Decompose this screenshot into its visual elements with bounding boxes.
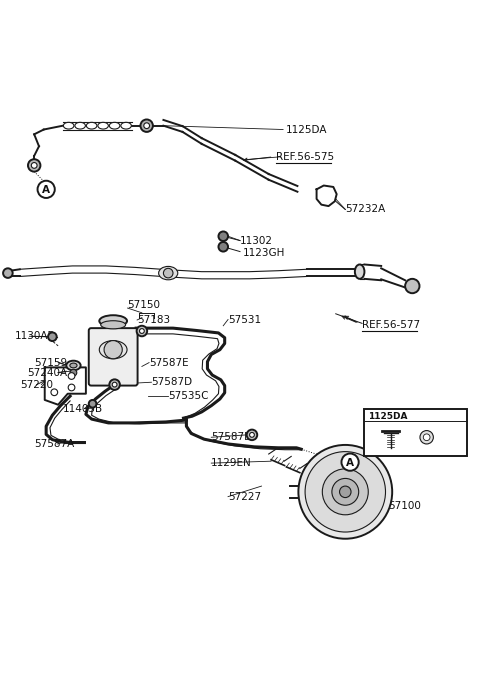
Circle shape bbox=[341, 453, 359, 471]
Ellipse shape bbox=[121, 123, 132, 129]
Circle shape bbox=[109, 379, 120, 390]
Circle shape bbox=[68, 384, 75, 391]
Text: 1125DA: 1125DA bbox=[368, 412, 408, 421]
Ellipse shape bbox=[99, 340, 127, 359]
Circle shape bbox=[299, 445, 392, 538]
Text: 57587E: 57587E bbox=[149, 358, 189, 368]
Ellipse shape bbox=[109, 123, 120, 129]
Text: 57100: 57100 bbox=[388, 501, 421, 511]
Circle shape bbox=[28, 159, 40, 172]
Text: 57587D: 57587D bbox=[152, 377, 192, 387]
Circle shape bbox=[144, 123, 150, 129]
Text: 57159: 57159 bbox=[34, 358, 67, 368]
Circle shape bbox=[141, 119, 153, 132]
Text: 57587E: 57587E bbox=[211, 432, 251, 443]
Ellipse shape bbox=[99, 315, 127, 327]
Ellipse shape bbox=[158, 266, 178, 279]
Text: 57220: 57220 bbox=[20, 379, 53, 390]
Ellipse shape bbox=[101, 321, 126, 329]
Circle shape bbox=[218, 232, 228, 241]
Circle shape bbox=[37, 181, 55, 198]
Circle shape bbox=[420, 431, 433, 444]
Text: REF.56-575: REF.56-575 bbox=[276, 152, 334, 162]
Circle shape bbox=[423, 434, 430, 440]
Ellipse shape bbox=[66, 361, 81, 371]
FancyBboxPatch shape bbox=[89, 328, 138, 386]
Circle shape bbox=[250, 432, 254, 437]
Circle shape bbox=[140, 329, 144, 334]
Circle shape bbox=[323, 469, 368, 515]
Circle shape bbox=[247, 429, 257, 440]
Text: REF.56-577: REF.56-577 bbox=[362, 320, 420, 329]
Bar bbox=[364, 408, 468, 456]
Ellipse shape bbox=[98, 123, 108, 129]
Circle shape bbox=[112, 382, 117, 387]
Ellipse shape bbox=[86, 123, 97, 129]
Ellipse shape bbox=[75, 123, 85, 129]
Circle shape bbox=[163, 269, 173, 278]
Circle shape bbox=[51, 389, 58, 396]
Circle shape bbox=[89, 400, 96, 408]
Text: 1130AF: 1130AF bbox=[15, 332, 54, 341]
Ellipse shape bbox=[355, 264, 364, 279]
Text: 57240A: 57240A bbox=[27, 368, 67, 377]
Text: 57587A: 57587A bbox=[34, 439, 74, 449]
Circle shape bbox=[3, 269, 12, 278]
Text: 57535C: 57535C bbox=[168, 391, 209, 401]
Text: 1125DA: 1125DA bbox=[286, 125, 327, 134]
Text: 57232A: 57232A bbox=[345, 204, 385, 214]
Circle shape bbox=[70, 369, 77, 376]
Circle shape bbox=[137, 326, 147, 336]
Circle shape bbox=[68, 373, 75, 379]
Text: 1129EN: 1129EN bbox=[211, 458, 252, 468]
Text: 57531: 57531 bbox=[228, 314, 261, 325]
Text: 57227: 57227 bbox=[228, 492, 261, 501]
Circle shape bbox=[339, 486, 351, 497]
Text: 1125DA: 1125DA bbox=[376, 423, 418, 433]
Circle shape bbox=[48, 332, 57, 341]
Text: A: A bbox=[346, 458, 354, 468]
Ellipse shape bbox=[70, 363, 77, 368]
Circle shape bbox=[305, 451, 385, 532]
Text: 11403B: 11403B bbox=[63, 403, 103, 414]
Circle shape bbox=[405, 279, 420, 293]
Circle shape bbox=[104, 340, 122, 359]
Text: 11302: 11302 bbox=[240, 236, 273, 245]
Text: A: A bbox=[42, 185, 50, 195]
Text: 57183: 57183 bbox=[137, 315, 170, 325]
Text: 57150: 57150 bbox=[128, 300, 160, 310]
Circle shape bbox=[31, 162, 37, 169]
Text: 1123GH: 1123GH bbox=[242, 247, 285, 258]
Circle shape bbox=[332, 478, 359, 506]
Circle shape bbox=[218, 242, 228, 251]
Ellipse shape bbox=[63, 123, 74, 129]
